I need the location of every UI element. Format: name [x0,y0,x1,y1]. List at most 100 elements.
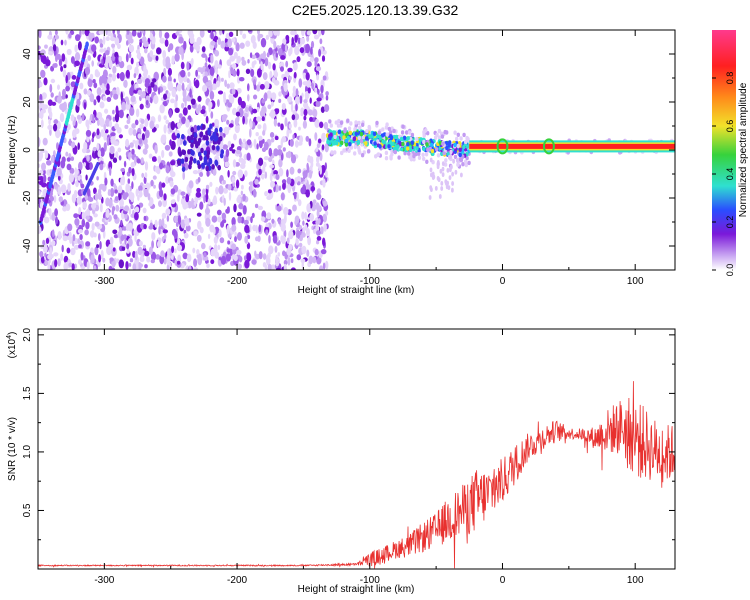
spectrogram-cell [144,118,149,128]
spectrogram-cell [166,265,170,270]
spectrogram-cell [441,172,445,178]
spectrogram-cell [49,83,53,93]
spectrogram-cell [76,114,82,120]
spectrogram-cell [234,231,237,238]
spectrogram-cell [344,138,349,143]
spectrogram-cell [91,137,94,143]
spectrogram-cell [98,183,105,190]
spectrogram-cell [292,91,296,98]
spectrogram-cell [286,237,290,244]
spectrogram-cell [58,196,63,203]
spectrogram-cell [449,149,453,155]
spectrogram-cell [387,126,391,132]
spectrogram-cell [407,151,411,156]
spectrogram-cell [125,138,130,148]
spectrogram-cell [236,196,242,204]
y-scale-multiplier: (x104) [6,332,18,359]
spectrogram-cell [262,72,268,81]
spectrogram-cell [232,159,237,168]
spectrogram-cell [399,146,404,152]
spectrogram-cell [208,157,213,164]
spectrogram-cell [256,68,262,78]
spectrogram-cell [141,133,145,141]
spectrogram-cell [316,143,321,149]
spectrogram-cell [62,69,67,78]
spectrogram-cell [273,148,279,157]
spectrogram-cell [160,250,165,258]
spectrogram-cell [340,150,344,156]
spectrogram-cell [153,126,157,132]
spectrogram-cell [315,202,320,209]
spectrogram-cell [376,152,381,157]
spectrogram-cell [110,178,114,187]
spectrogram-cell [167,46,171,53]
spectrogram-cell [296,192,299,202]
spectrogram-cell [245,106,249,112]
spectrogram-cell [277,48,283,56]
spectrogram-cell [299,135,304,144]
spectrogram-cell [45,237,50,244]
spectrogram-cell [323,121,329,130]
spectrogram-cell [90,254,94,264]
spectrogram-cell [79,234,83,241]
spectrogram-cell [389,129,393,135]
spectrogram-cell [461,154,465,159]
spectrogram-cell [87,55,92,61]
spectrogram-cell [247,30,252,33]
spectrogram-cell [51,212,56,222]
spectrogram-cell [99,43,104,48]
spectrogram-cell [298,126,301,131]
spectrogram-cell [307,87,311,94]
spectrogram-cell [356,140,360,145]
spectrogram-cell [218,185,224,195]
spectrogram-cell [432,174,436,180]
spectrogram-cell [328,136,332,141]
spectrogram-cell [294,34,298,44]
colorbar-label: Normalized spectral amplitude [738,82,749,217]
spectrogram-cell [93,82,98,89]
spectrogram-cell [57,186,62,196]
snr-frame [37,328,676,570]
spectrogram-cell [241,59,247,66]
spectrogram-cell [54,259,58,268]
spectrogram-cell [111,73,117,82]
spectrogram-cell [136,53,142,60]
spectrogram-cell [114,123,120,130]
spectrogram-cell [217,90,224,95]
spectrogram-cell [47,124,53,131]
spectrogram-cell [220,255,227,265]
spectrogram-cell [49,110,53,119]
spectrogram-cell [305,43,311,54]
spectrogram-cell [142,244,146,249]
spectrogram-cell [38,176,43,181]
spectrogram-cell [211,83,217,91]
spectrogram-cell [102,162,106,168]
spectrogram-cell [66,48,72,56]
spectrogram-cell [239,42,245,49]
spectrogram-cell [382,144,387,149]
spectrogram-cell [437,135,442,140]
spectrogram-cell [153,94,159,105]
spectrogram-cell [440,134,445,139]
spectrogram-cell [60,159,66,169]
spectrogram-cell [292,134,295,140]
spectrogram-cell [231,149,236,154]
spectrogram-cell [188,188,192,194]
spectrogram-cell [295,103,298,112]
spectrogram-cell [227,240,231,245]
spectrogram-cell [226,59,232,67]
spectrogram-cell [451,171,454,177]
spectrogram-cell [307,109,313,116]
y-tick-label: 1.5 [22,386,33,400]
spectrogram-cell [265,229,269,236]
spectrogram-cell [106,136,110,146]
spectrogram-cell [247,59,250,64]
spectrogram-cell [126,40,129,46]
spectrogram-cell [174,215,179,223]
spectrogram-cell [71,263,75,270]
spectrogram-cell [161,212,167,219]
spectrogram-cell [51,229,55,238]
spectrogram-cell [107,76,112,84]
spectrogram-cell [190,98,196,105]
spectrogram-cell [53,123,58,132]
